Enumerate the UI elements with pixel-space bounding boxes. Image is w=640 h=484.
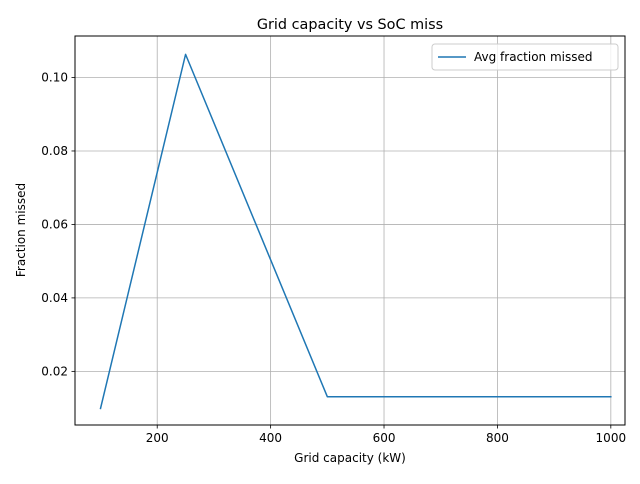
y-tick-label: 0.04 xyxy=(41,291,68,305)
legend-label: Avg fraction missed xyxy=(474,50,592,64)
y-tick-label: 0.02 xyxy=(41,364,68,378)
legend: Avg fraction missed xyxy=(431,43,619,71)
legend-box xyxy=(431,43,619,71)
x-tick-label: 800 xyxy=(486,431,509,445)
x-tick-label: 200 xyxy=(146,431,169,445)
x-tick-label: 1000 xyxy=(596,431,627,445)
x-axis-label: Grid capacity (kW) xyxy=(294,451,406,465)
x-tick-label: 400 xyxy=(259,431,282,445)
series-layer xyxy=(99,53,612,410)
x-axis-ticks: 200 400 600 800 1000 xyxy=(146,425,626,445)
x-tick-label: 600 xyxy=(373,431,396,445)
y-axis-ticks: 0.02 0.04 0.06 0.08 0.10 xyxy=(41,71,75,378)
y-axis-label: Fraction missed xyxy=(14,183,28,277)
y-tick-label: 0.08 xyxy=(41,144,68,158)
plot-frame xyxy=(74,35,626,426)
chart-title: Grid capacity vs SoC miss xyxy=(257,17,443,33)
grid-lines xyxy=(75,36,625,425)
series-line xyxy=(99,53,612,410)
y-tick-label: 0.06 xyxy=(41,217,68,231)
y-tick-label: 0.10 xyxy=(41,71,68,85)
